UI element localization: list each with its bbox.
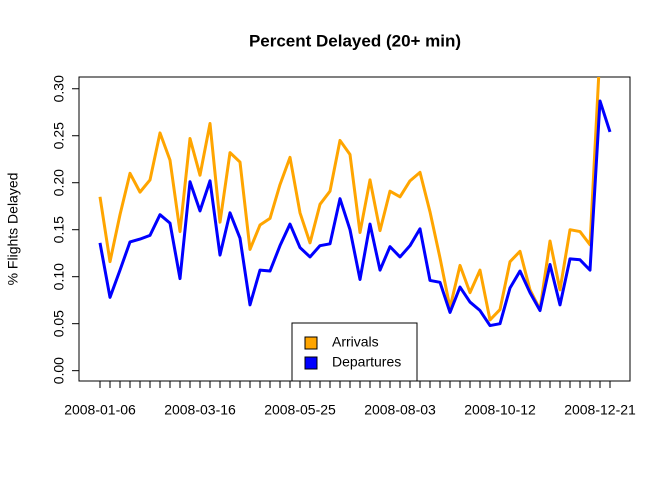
y-tick-label: 0.20 [51, 169, 67, 196]
plot-area [98, 77, 612, 328]
legend-swatch [304, 356, 318, 370]
y-tick-label: 0.00 [51, 357, 67, 384]
y-tick-label: 0.30 [51, 75, 67, 102]
y-tick-label: 0.05 [51, 310, 67, 337]
x-tick-label: 2008-03-16 [164, 402, 236, 418]
line-series [98, 99, 612, 328]
legend-box [291, 322, 418, 382]
y-axis-label: % Flights Delayed [5, 173, 21, 286]
chart-title: Percent Delayed (20+ min) [249, 31, 461, 50]
y-tick-label: 0.10 [51, 263, 67, 290]
y-tick-label: 0.15 [51, 216, 67, 243]
x-tick-label: 2008-12-21 [564, 402, 636, 418]
legend-label: Arrivals [332, 334, 379, 350]
x-tick-label: 2008-01-06 [64, 402, 136, 418]
x-tick-label: 2008-08-03 [364, 402, 436, 418]
legend-label: Departures [332, 354, 401, 370]
legend-swatch [304, 336, 318, 350]
y-tick-label: 0.25 [51, 122, 67, 149]
line-series [98, 77, 601, 322]
x-tick-label: 2008-10-12 [464, 402, 536, 418]
x-tick-label: 2008-05-25 [264, 402, 336, 418]
